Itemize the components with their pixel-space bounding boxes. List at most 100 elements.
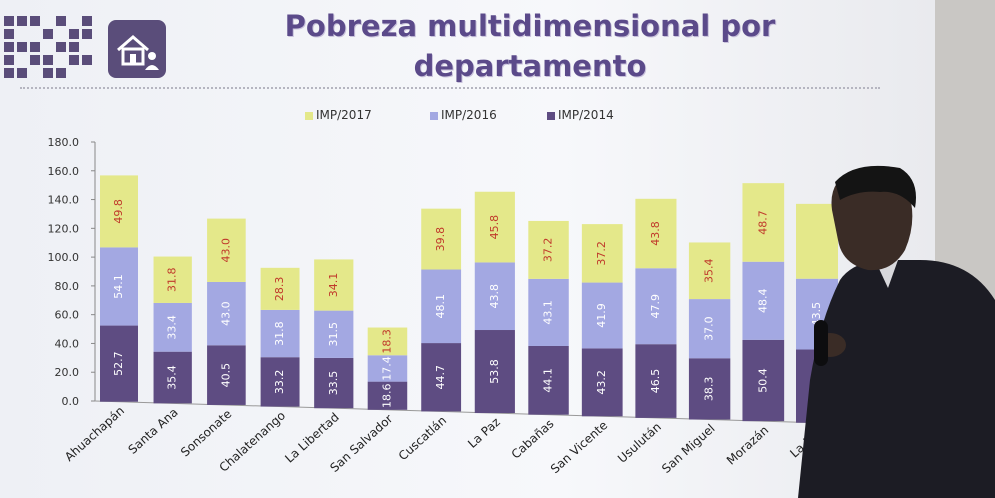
data-label: 37.2	[595, 241, 608, 266]
data-label: 28.3	[273, 277, 286, 302]
data-label: 33.2	[273, 370, 286, 395]
legend-item-imp2016: IMP/2016	[430, 108, 497, 122]
bar-segment-imp-2016	[474, 262, 515, 331]
data-label: 43.1	[542, 300, 555, 325]
bar-segment-imp-2017	[367, 327, 408, 356]
bar-segment-imp-2014	[742, 339, 785, 422]
dot-grid-logo-icon	[4, 14, 104, 80]
dotted-divider	[20, 87, 880, 89]
house-person-icon	[108, 20, 166, 78]
y-tick-label: 20.0	[55, 366, 80, 379]
bar-segment-imp-2017	[153, 256, 192, 303]
data-label: 48.1	[434, 294, 447, 319]
data-label: 52.7	[112, 351, 125, 376]
y-tick-label: 80.0	[55, 280, 80, 293]
bar-segment-imp-2014	[474, 330, 515, 414]
data-label: 31.8	[273, 321, 286, 346]
y-tick-label: 180.0	[48, 136, 80, 149]
data-label: 44.7	[434, 365, 447, 390]
presenter-silhouette	[798, 165, 995, 498]
bar-segment-imp-2017	[581, 224, 623, 283]
data-label: 39.8	[434, 227, 447, 252]
data-label: 49.8	[112, 199, 125, 224]
data-label: 40.5	[219, 363, 232, 388]
y-tick-label: 0.0	[62, 395, 80, 408]
data-label: 54.1	[112, 274, 125, 299]
bar-segment-imp-2017	[314, 259, 354, 311]
bar-segment-imp-2017	[474, 191, 515, 263]
legend-item-imp2014: IMP/2014	[547, 108, 614, 122]
y-tick-label: 100.0	[48, 251, 80, 264]
page-title: Pobreza multidimensional por departament…	[270, 6, 790, 86]
data-label: 43.0	[219, 301, 232, 326]
bar-segment-imp-2014	[421, 343, 462, 412]
data-label: 31.8	[166, 267, 179, 292]
legend-label-imp2014: IMP/2014	[558, 108, 614, 122]
data-label: 34.1	[327, 273, 340, 298]
bar-segment-imp-2017	[207, 218, 246, 282]
bar-segment-imp-2014	[688, 358, 731, 420]
legend-label-imp2017: IMP/2017	[316, 108, 372, 122]
bar-segment-imp-2016	[100, 247, 138, 326]
bar-segment-imp-2016	[314, 310, 354, 358]
legend-item-imp2017: IMP/2017	[305, 108, 372, 122]
bar-segment-imp-2016	[688, 299, 731, 359]
data-label: 37.2	[542, 238, 555, 263]
bar-segment-imp-2014	[100, 325, 138, 402]
y-tick-label: 40.0	[55, 337, 80, 350]
data-label: 44.1	[542, 368, 555, 393]
data-label: 17.4	[380, 356, 393, 381]
data-label: 43.8	[649, 221, 662, 246]
bar-segment-imp-2014	[367, 381, 408, 410]
data-label: 18.3	[380, 329, 393, 354]
bar-segment-imp-2017	[688, 242, 731, 300]
data-label: 38.3	[703, 377, 716, 402]
bar-segment-imp-2014	[314, 357, 354, 409]
bar-segment-imp-2016	[581, 282, 623, 349]
legend-swatch-imp2016	[430, 111, 438, 120]
title-line-2: departamento	[413, 49, 647, 83]
bar-segment-imp-2014	[528, 345, 569, 415]
data-label: 48.4	[756, 289, 769, 314]
data-label: 31.5	[327, 322, 340, 347]
data-label: 43.2	[595, 370, 608, 395]
data-label: 33.5	[327, 371, 340, 396]
y-tick-label: 160.0	[48, 165, 80, 178]
legend-swatch-imp2014	[547, 111, 555, 120]
data-label: 45.8	[488, 215, 501, 240]
bar-segment-imp-2014	[207, 345, 246, 405]
bar-segment-imp-2017	[260, 267, 300, 310]
data-label: 35.4	[703, 259, 716, 284]
bar-segment-imp-2016	[528, 278, 569, 346]
bar-segment-imp-2016	[207, 281, 246, 346]
y-tick-label: 60.0	[55, 309, 80, 322]
bar-segment-imp-2017	[528, 220, 569, 279]
bar-segment-imp-2016	[367, 355, 408, 382]
bar-segment-imp-2016	[421, 269, 462, 344]
title-line-1: Pobreza multidimensional por	[284, 9, 776, 43]
data-label: 46.5	[649, 369, 662, 394]
data-label: 18.6	[380, 383, 393, 408]
bar-segment-imp-2014	[581, 348, 623, 417]
data-label: 43.8	[488, 284, 501, 309]
legend-swatch-imp2017	[305, 111, 313, 120]
bar-segment-imp-2016	[742, 261, 785, 340]
bar-segment-imp-2014	[260, 357, 300, 407]
bar-segment-imp-2014	[635, 344, 677, 418]
data-label: 43.0	[219, 238, 232, 263]
bar-segment-imp-2016	[260, 309, 300, 358]
bar-segment-imp-2017	[796, 203, 838, 279]
x-axis-line	[94, 400, 936, 427]
bar-segment-imp-2016	[153, 302, 192, 352]
data-label: 35.4	[166, 365, 179, 390]
data-label: 33.4	[166, 315, 179, 340]
data-label: 41.9	[595, 303, 608, 328]
data-label: 50.4	[756, 368, 769, 393]
bar-segment-imp-2016	[635, 268, 677, 345]
y-tick-label: 140.0	[48, 194, 80, 207]
y-tick-label: 120.0	[48, 222, 80, 235]
bar-segment-imp-2017	[421, 208, 462, 270]
bar-segment-imp-2014	[153, 351, 192, 404]
bar-segment-imp-2017	[635, 198, 677, 269]
